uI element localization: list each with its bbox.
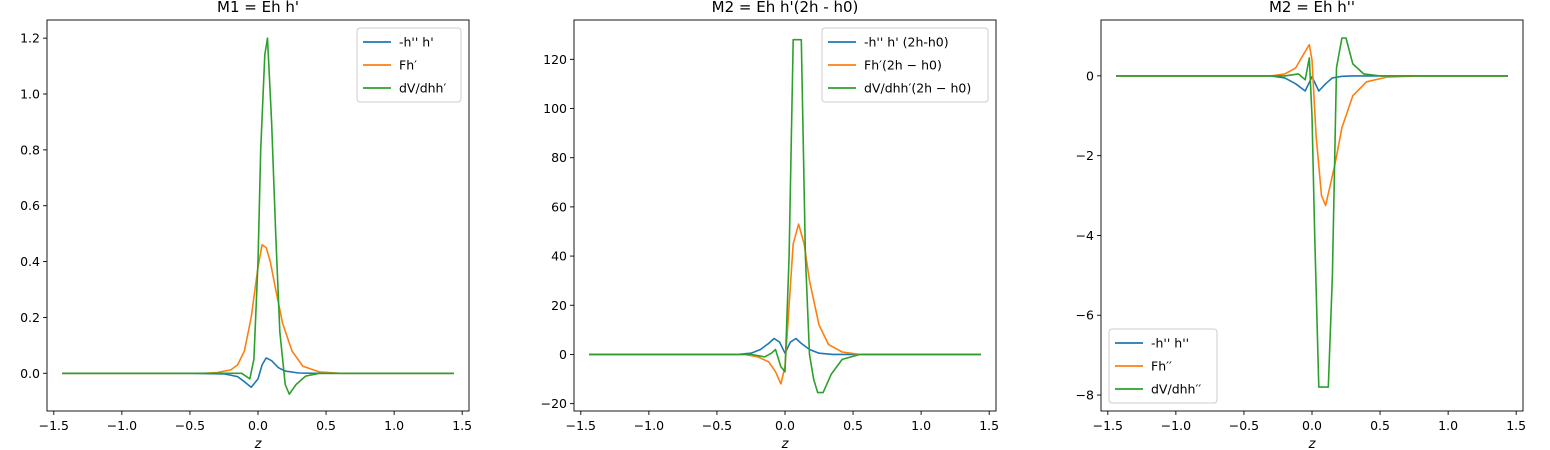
x-tick-label: 0.5 bbox=[843, 418, 863, 433]
legend-entry: Fh′(2h − h0) bbox=[864, 58, 942, 73]
legend-box bbox=[821, 27, 989, 103]
x-tick-label: 0.0 bbox=[775, 418, 795, 433]
legend-entry: -h'' h' bbox=[399, 35, 434, 50]
x-tick-label: 1.0 bbox=[911, 418, 931, 433]
y-tick-label: 0.2 bbox=[20, 310, 40, 325]
y-tick-label: 1.0 bbox=[20, 87, 40, 102]
chart-panel-3: −1.5 −1.0 −0.5 0.0 0.5 1.0 1.5 −8 −6 −4 −2 0 M2 = Eh… bbox=[1076, 0, 1527, 450]
y-tick-label: 60 bbox=[551, 199, 567, 214]
y-tick-label: 0 bbox=[1086, 68, 1094, 83]
y-tick-label: 0 bbox=[559, 347, 567, 362]
chart-panel-1: −1.5 −1.0 −0.5 0.0 0.5 1.0 1.5 0.0 0.2 0.4 0.6 0.8 1… bbox=[20, 0, 472, 450]
x-tick-label: −0.5 bbox=[1229, 418, 1259, 433]
legend-entry: -h'' h' (2h-h0) bbox=[864, 35, 949, 50]
series-line-1 bbox=[62, 357, 454, 389]
x-tick-label: 1.0 bbox=[1438, 418, 1458, 433]
legend-box bbox=[356, 27, 462, 103]
chart-title: M1 = Eh h' bbox=[217, 0, 299, 16]
series-line-3 bbox=[1116, 37, 1508, 388]
y-tick-label: 0.8 bbox=[20, 142, 40, 157]
y-tick-label: −20 bbox=[541, 396, 567, 411]
legend-entry: dV/dhh′ bbox=[399, 81, 446, 96]
series-line-2 bbox=[589, 223, 981, 385]
x-tick-label: 0.5 bbox=[316, 418, 336, 433]
legend: -h'' h'' Fh′′ dV/dhh′′ bbox=[1108, 328, 1218, 404]
x-axis-label: z bbox=[1308, 437, 1317, 450]
x-tick-label: −1.5 bbox=[1093, 418, 1123, 433]
series-line-1 bbox=[1116, 75, 1508, 92]
y-tick-label: −8 bbox=[1076, 388, 1094, 403]
series-line-2 bbox=[62, 244, 454, 375]
x-tick-label: −1.0 bbox=[634, 418, 664, 433]
x-tick-label: 1.5 bbox=[1506, 418, 1526, 433]
y-tick-label: −6 bbox=[1076, 308, 1094, 323]
x-tick-label: 1.0 bbox=[384, 418, 404, 433]
legend-entry: Fh′ bbox=[399, 58, 417, 73]
y-tick-label: 40 bbox=[551, 249, 567, 264]
series-line-3 bbox=[589, 38, 981, 394]
y-tick-label: −2 bbox=[1076, 148, 1094, 163]
legend-entry: dV/dhh′(2h − h0) bbox=[864, 81, 971, 96]
chart-panel-2: −1.5 −1.0 −0.5 0.0 0.5 1.0 1.5 −20 0 20 40 60 80 100 1… bbox=[541, 0, 1000, 450]
y-tick-label: 0.4 bbox=[20, 254, 40, 269]
x-tick-label: −1.5 bbox=[566, 418, 596, 433]
x-tick-label: 0.0 bbox=[1302, 418, 1322, 433]
y-tick-label: 80 bbox=[551, 150, 567, 165]
y-tick-label: 0.6 bbox=[20, 198, 40, 213]
legend-box bbox=[1108, 328, 1218, 404]
legend-entry: Fh′′ bbox=[1151, 359, 1172, 374]
x-tick-label: −1.5 bbox=[39, 418, 69, 433]
x-axis-label: z bbox=[781, 437, 790, 450]
y-tick-label: 20 bbox=[551, 298, 567, 313]
x-tick-label: 0.0 bbox=[248, 418, 268, 433]
chart-title: M2 = Eh h'(2h - h0) bbox=[712, 0, 859, 16]
legend: -h'' h' Fh′ dV/dhh′ bbox=[356, 27, 462, 103]
x-tick-label: −1.0 bbox=[1161, 418, 1191, 433]
legend-entry: dV/dhh′′ bbox=[1151, 382, 1201, 397]
x-tick-label: −0.5 bbox=[702, 418, 732, 433]
x-tick-label: 1.5 bbox=[979, 418, 999, 433]
y-tick-label: 1.2 bbox=[20, 31, 40, 46]
y-tick-label: −4 bbox=[1076, 228, 1094, 243]
legend-entry: -h'' h'' bbox=[1151, 336, 1189, 351]
y-tick-label: 0.0 bbox=[20, 366, 40, 381]
x-tick-label: 1.5 bbox=[452, 418, 472, 433]
x-tick-label: 0.5 bbox=[1370, 418, 1390, 433]
x-axis-label: z bbox=[254, 437, 263, 450]
series-line-2 bbox=[1116, 43, 1508, 207]
legend: -h'' h' (2h-h0) Fh′(2h − h0) dV/dhh′(2h − … bbox=[821, 27, 989, 103]
x-tick-label: −1.0 bbox=[107, 418, 137, 433]
chart-title: M2 = Eh h'' bbox=[1269, 0, 1355, 16]
y-tick-label: 100 bbox=[543, 101, 567, 116]
y-tick-label: 120 bbox=[543, 52, 567, 67]
x-tick-label: −0.5 bbox=[175, 418, 205, 433]
series-line-3 bbox=[62, 37, 454, 396]
